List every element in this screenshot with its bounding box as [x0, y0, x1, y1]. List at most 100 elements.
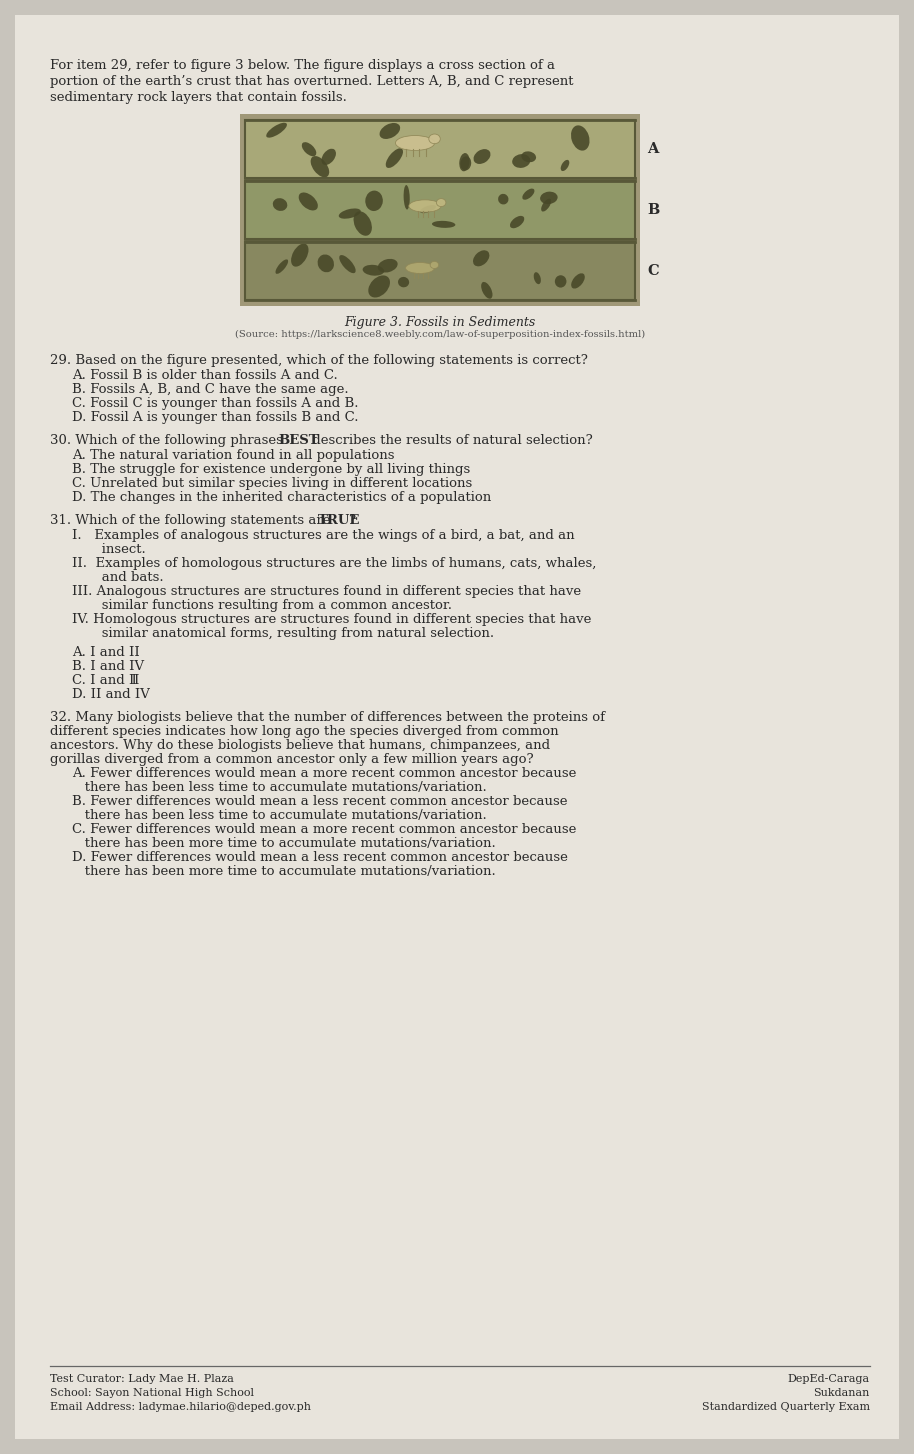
Text: describes the results of natural selection?: describes the results of natural selecti… [308, 433, 593, 446]
Text: C. I and Ⅲ: C. I and Ⅲ [72, 675, 139, 686]
Ellipse shape [354, 211, 372, 236]
Text: (Source: https://larkscience8.weebly.com/law-of-superposition-index-fossils.html: (Source: https://larkscience8.weebly.com… [235, 330, 645, 339]
Text: insect.: insect. [72, 542, 145, 555]
Ellipse shape [432, 221, 455, 228]
Ellipse shape [291, 244, 309, 266]
Text: B. Fewer differences would mean a less recent common ancestor because: B. Fewer differences would mean a less r… [72, 795, 568, 808]
Ellipse shape [571, 125, 590, 151]
Ellipse shape [396, 135, 434, 150]
Ellipse shape [430, 262, 439, 269]
Text: 30. Which of the following phrases: 30. Which of the following phrases [50, 433, 287, 446]
FancyBboxPatch shape [15, 15, 899, 1439]
Text: Test Curator: Lady Mae H. Plaza: Test Curator: Lady Mae H. Plaza [50, 1374, 234, 1384]
Ellipse shape [386, 148, 403, 169]
Text: 29. Based on the figure presented, which of the following statements is correct?: 29. Based on the figure presented, which… [50, 353, 588, 366]
Ellipse shape [436, 199, 446, 206]
Text: B. The struggle for existence undergone by all living things: B. The struggle for existence undergone … [72, 462, 470, 475]
Text: D. The changes in the inherited characteristics of a population: D. The changes in the inherited characte… [72, 491, 491, 505]
Text: D. II and IV: D. II and IV [72, 688, 150, 701]
Bar [245, 121, 635, 177]
Ellipse shape [339, 254, 356, 273]
Ellipse shape [473, 250, 489, 266]
Text: C. Fossil C is younger than fossils A and B.: C. Fossil C is younger than fossils A an… [72, 397, 358, 410]
Ellipse shape [398, 276, 409, 288]
Text: ancestors. Why do these biologists believe that humans, chimpanzees, and: ancestors. Why do these biologists belie… [50, 739, 550, 752]
Text: IV. Homologous structures are structures found in different species that have: IV. Homologous structures are structures… [72, 614, 591, 627]
Text: there has been more time to accumulate mutations/variation.: there has been more time to accumulate m… [72, 865, 495, 878]
Text: there has been more time to accumulate mutations/variation.: there has been more time to accumulate m… [72, 838, 495, 851]
Text: A: A [647, 142, 658, 156]
Ellipse shape [339, 208, 361, 218]
Ellipse shape [302, 142, 316, 156]
Text: DepEd-Caraga: DepEd-Caraga [788, 1374, 870, 1384]
Text: D. Fossil A is younger than fossils B and C.: D. Fossil A is younger than fossils B an… [72, 411, 358, 425]
Text: Email Address: ladymae.hilario@deped.gov.ph: Email Address: ladymae.hilario@deped.gov… [50, 1402, 311, 1412]
Text: Standardized Quarterly Exam: Standardized Quarterly Exam [702, 1402, 870, 1412]
Ellipse shape [555, 275, 567, 288]
Text: B: B [647, 204, 659, 217]
Ellipse shape [481, 282, 493, 298]
Ellipse shape [510, 215, 525, 228]
Bar [240, 113, 640, 305]
Ellipse shape [521, 151, 537, 163]
Text: and bats.: and bats. [72, 571, 164, 585]
Ellipse shape [317, 254, 334, 272]
Text: I.   Examples of analogous structures are the wings of a bird, a bat, and an: I. Examples of analogous structures are … [72, 529, 575, 542]
Ellipse shape [311, 156, 329, 177]
Ellipse shape [275, 259, 288, 273]
Ellipse shape [299, 192, 318, 211]
Ellipse shape [540, 192, 558, 204]
Text: different species indicates how long ago the species diverged from common: different species indicates how long ago… [50, 726, 558, 739]
Text: similar anatomical forms, resulting from natural selection.: similar anatomical forms, resulting from… [72, 627, 494, 640]
Text: B. Fossils A, B, and C have the same age.: B. Fossils A, B, and C have the same age… [72, 382, 348, 395]
Text: D. Fewer differences would mean a less recent common ancestor because: D. Fewer differences would mean a less r… [72, 851, 568, 864]
Ellipse shape [322, 148, 336, 164]
Text: III. Analogous structures are structures found in different species that have: III. Analogous structures are structures… [72, 585, 581, 598]
Text: sedimentary rock layers that contain fossils.: sedimentary rock layers that contain fos… [50, 92, 347, 105]
Text: Sukdanan: Sukdanan [813, 1389, 870, 1397]
Text: For item 29, refer to figure 3 below. The figure displays a cross section of a: For item 29, refer to figure 3 below. Th… [50, 60, 555, 73]
Ellipse shape [429, 134, 441, 144]
Text: BEST: BEST [278, 433, 319, 446]
Text: C. Fewer differences would mean a more recent common ancestor because: C. Fewer differences would mean a more r… [72, 823, 577, 836]
Text: B. I and IV: B. I and IV [72, 660, 144, 673]
Text: 32. Many biologists believe that the number of differences between the proteins : 32. Many biologists believe that the num… [50, 711, 605, 724]
Text: A. Fossil B is older than fossils A and C.: A. Fossil B is older than fossils A and … [72, 369, 338, 382]
Bar [245, 241, 635, 300]
Text: Figure 3. Fossils in Sediments: Figure 3. Fossils in Sediments [345, 316, 536, 329]
Ellipse shape [406, 263, 434, 273]
Ellipse shape [366, 190, 383, 211]
Bar [245, 180, 635, 238]
Ellipse shape [368, 275, 390, 298]
Text: gorillas diverged from a common ancestor only a few million years ago?: gorillas diverged from a common ancestor… [50, 753, 534, 766]
Ellipse shape [266, 122, 287, 138]
Ellipse shape [461, 157, 472, 170]
Text: there has been less time to accumulate mutations/variation.: there has been less time to accumulate m… [72, 781, 487, 794]
Text: A. I and II: A. I and II [72, 646, 140, 659]
Ellipse shape [473, 150, 491, 164]
Ellipse shape [512, 154, 530, 167]
Text: C: C [647, 265, 659, 278]
Text: there has been less time to accumulate mutations/variation.: there has been less time to accumulate m… [72, 808, 487, 822]
Ellipse shape [541, 199, 551, 211]
Text: 31. Which of the following statements are: 31. Which of the following statements ar… [50, 515, 335, 526]
Ellipse shape [404, 185, 409, 209]
Ellipse shape [409, 199, 441, 212]
Ellipse shape [560, 160, 569, 172]
Text: A. Fewer differences would mean a more recent common ancestor because: A. Fewer differences would mean a more r… [72, 768, 577, 779]
Ellipse shape [377, 259, 398, 272]
Ellipse shape [363, 265, 384, 276]
Ellipse shape [498, 193, 508, 205]
Ellipse shape [571, 273, 585, 288]
Text: School: Sayon National High School: School: Sayon National High School [50, 1389, 254, 1397]
Ellipse shape [272, 198, 287, 211]
Text: II.  Examples of homologous structures are the limbs of humans, cats, whales,: II. Examples of homologous structures ar… [72, 557, 596, 570]
Ellipse shape [522, 189, 535, 199]
Text: A. The natural variation found in all populations: A. The natural variation found in all po… [72, 449, 395, 462]
Ellipse shape [379, 124, 400, 140]
Text: similar functions resulting from a common ancestor.: similar functions resulting from a commo… [72, 599, 452, 612]
Ellipse shape [459, 153, 470, 172]
Text: TRUE: TRUE [318, 515, 360, 526]
Ellipse shape [534, 272, 541, 284]
Text: portion of the earth’s crust that has overturned. Letters A, B, and C represent: portion of the earth’s crust that has ov… [50, 76, 573, 89]
